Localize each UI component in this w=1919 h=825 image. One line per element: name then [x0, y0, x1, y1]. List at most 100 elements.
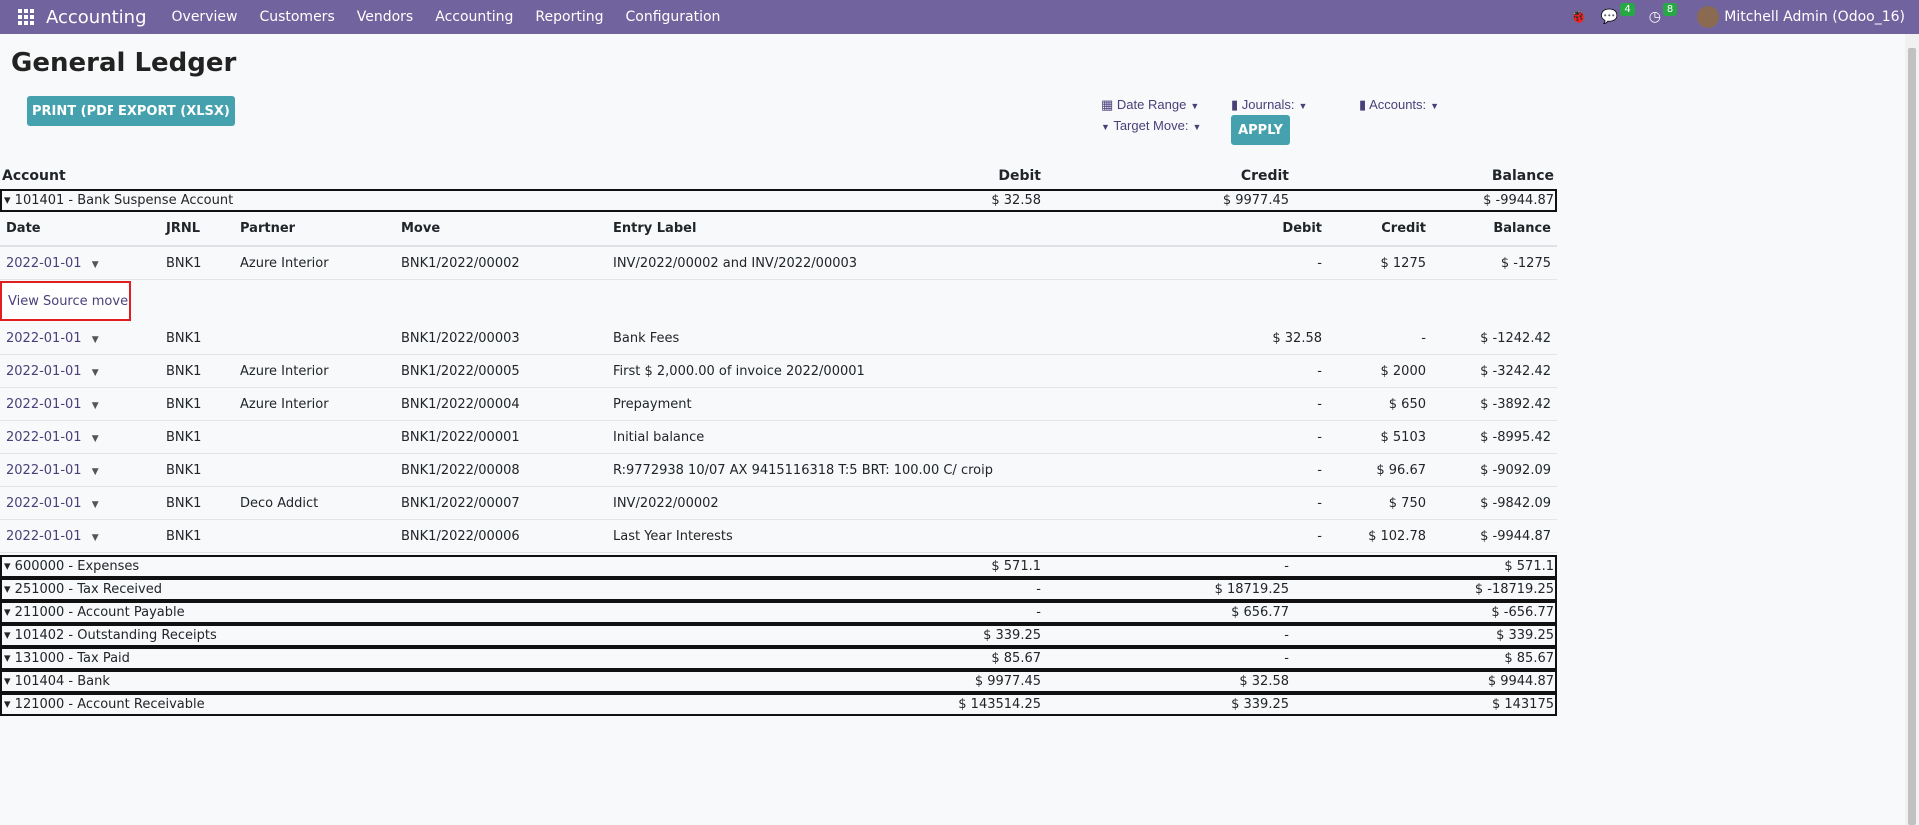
account-balance: $ 571.1 [1504, 559, 1554, 574]
date-dropdown[interactable]: 2022-01-01 ▼ [6, 256, 99, 271]
date-dropdown[interactable]: 2022-01-01 ▼ [6, 463, 99, 478]
account-balance: $ 143175 [1491, 697, 1554, 712]
partner-cell: Azure Interior [240, 397, 329, 412]
detail-balance-header: Balance [1493, 221, 1551, 236]
account-row[interactable]: ▾ 101404 - Bank $ 9977.45 $ 32.58 $ 9944… [0, 670, 1557, 693]
view-source-move-option[interactable]: View Source move [0, 281, 131, 321]
table-row: 2022-01-01 ▼ BNK1 Deco Addict BNK1/2022/… [0, 487, 1557, 520]
move-cell: BNK1/2022/00007 [401, 496, 520, 511]
account-debit: $ 571.1 [991, 559, 1041, 574]
app-name[interactable]: Accounting [46, 6, 147, 28]
account-credit: - [1284, 651, 1289, 666]
date-dropdown[interactable]: 2022-01-01 ▼ [6, 496, 99, 511]
account-balance: $ -9944.87 [1483, 193, 1554, 208]
caret-down-icon: ▼ [91, 401, 99, 411]
partner-cell: Azure Interior [240, 256, 329, 271]
debit-cell: - [1317, 397, 1322, 412]
date-dropdown[interactable]: 2022-01-01 ▼ [6, 331, 99, 346]
print-pdf-button[interactable]: PRINT (PDF) [27, 96, 127, 126]
account-credit: $ 339.25 [1231, 697, 1289, 712]
export-xlsx-button[interactable]: EXPORT (XLSX) [113, 96, 235, 126]
account-balance: $ -656.77 [1491, 605, 1554, 620]
scrollbar-thumb[interactable] [1908, 48, 1916, 825]
jrnl-cell: BNK1 [166, 496, 202, 511]
balance-header: Balance [1491, 168, 1554, 184]
activities-button[interactable]: ◷ 8 [1649, 3, 1678, 25]
journals-filter[interactable]: ▮ Journals: ▼ [1231, 97, 1307, 113]
account-credit: $ 9977.45 [1222, 193, 1289, 208]
balance-cell: $ -9944.87 [1480, 529, 1551, 544]
date-dropdown[interactable]: 2022-01-01 ▼ [6, 529, 99, 544]
avatar [1697, 6, 1720, 28]
credit-cell: $ 650 [1388, 397, 1426, 412]
jrnl-cell: BNK1 [166, 331, 202, 346]
jrnl-cell: BNK1 [166, 463, 202, 478]
account-row[interactable]: ▾ 121000 - Account Receivable $ 143514.2… [0, 693, 1557, 716]
account-name: ▾ 101404 - Bank [4, 674, 110, 689]
menu-accounting[interactable]: Accounting [435, 9, 514, 25]
account-debit: $ 143514.25 [958, 697, 1041, 712]
apps-menu-icon[interactable] [18, 9, 34, 25]
debug-bug-icon[interactable]: 🐞 [1569, 9, 1587, 25]
account-debit: - [1036, 605, 1041, 620]
entry-label-cell: R:9772938 10/07 AX 9415116318 T:5 BRT: 1… [613, 463, 993, 478]
apply-button[interactable]: APPLY [1231, 115, 1290, 145]
account-row[interactable]: ▾ 101401 - Bank Suspense Account $ 32.58… [0, 189, 1557, 212]
menu-configuration[interactable]: Configuration [625, 9, 721, 25]
menu-reporting[interactable]: Reporting [535, 9, 604, 25]
journals-label: Journals: [1241, 97, 1295, 112]
entry-label-cell: Bank Fees [613, 331, 680, 346]
credit-cell: - [1421, 331, 1426, 346]
caret-down-icon: ▼ [91, 434, 99, 444]
target-move-filter[interactable]: ▼ Target Move: ▼ [1101, 118, 1201, 133]
table-row: 2022-01-01 ▼ BNK1 BNK1/2022/00008 R:9772… [0, 454, 1557, 487]
account-balance: $ -18719.25 [1474, 582, 1554, 597]
date-dropdown[interactable]: 2022-01-01 ▼ [6, 364, 99, 379]
accounts-filter[interactable]: ▮ Accounts: ▼ [1359, 97, 1439, 113]
account-row[interactable]: ▾ 211000 - Account Payable - $ 656.77 $ … [0, 601, 1557, 624]
caret-down-icon: ▼ [91, 260, 99, 270]
account-row[interactable]: ▾ 600000 - Expenses $ 571.1 - $ 571.1 [0, 555, 1557, 578]
account-row[interactable]: ▾ 101402 - Outstanding Receipts $ 339.25… [0, 624, 1557, 647]
balance-cell: $ -9842.09 [1480, 496, 1551, 511]
account-row[interactable]: ▾ 251000 - Tax Received - $ 18719.25 $ -… [0, 578, 1557, 601]
date-range-filter[interactable]: ▦ Date Range ▼ [1101, 97, 1199, 113]
scrollbar[interactable] [1905, 34, 1919, 825]
filter-icon: ▼ [1101, 122, 1110, 132]
partner-cell: Azure Interior [240, 364, 329, 379]
menu-overview[interactable]: Overview [171, 9, 238, 25]
balance-cell: $ -1275 [1500, 256, 1551, 271]
balance-cell: $ -9092.09 [1480, 463, 1551, 478]
credit-cell: $ 5103 [1380, 430, 1427, 445]
caret-down-icon: ▼ [1192, 122, 1202, 132]
caret-down-icon: ▼ [1430, 101, 1440, 111]
caret-down-icon: ▼ [91, 467, 99, 477]
entry-label-cell: Initial balance [613, 430, 705, 445]
caret-down-icon: ▼ [91, 335, 99, 345]
partner-cell: Deco Addict [240, 496, 319, 511]
user-menu[interactable]: Mitchell Admin (Odoo_16) [1697, 6, 1905, 28]
chat-icon: 💬 [1600, 9, 1619, 25]
messages-button[interactable]: 💬 4 [1600, 3, 1635, 25]
credit-header: Credit [1240, 168, 1289, 184]
move-cell: BNK1/2022/00005 [401, 364, 520, 379]
activities-badge: 8 [1662, 3, 1678, 16]
account-name: ▾ 101401 - Bank Suspense Account [4, 193, 234, 208]
detail-credit-header: Credit [1381, 221, 1426, 236]
debit-cell: - [1317, 529, 1322, 544]
caret-down-icon: ▼ [91, 368, 99, 378]
target-move-label: Target Move: [1113, 118, 1189, 133]
table-row: 2022-01-01 ▼ BNK1 BNK1/2022/00001 Initia… [0, 421, 1557, 454]
account-debit: $ 9977.45 [974, 674, 1041, 689]
jrnl-cell: BNK1 [166, 397, 202, 412]
date-dropdown[interactable]: 2022-01-01 ▼ [6, 397, 99, 412]
credit-cell: $ 1275 [1380, 256, 1427, 271]
date-dropdown[interactable]: 2022-01-01 ▼ [6, 430, 99, 445]
accounts-label: Accounts: [1369, 97, 1427, 112]
credit-cell: $ 96.67 [1376, 463, 1426, 478]
account-row[interactable]: ▾ 131000 - Tax Paid $ 85.67 - $ 85.67 [0, 647, 1557, 670]
menu-customers[interactable]: Customers [259, 9, 335, 25]
move-cell: BNK1/2022/00002 [401, 256, 520, 271]
menu-vendors[interactable]: Vendors [356, 9, 414, 25]
balance-cell: $ -1242.42 [1480, 331, 1551, 346]
